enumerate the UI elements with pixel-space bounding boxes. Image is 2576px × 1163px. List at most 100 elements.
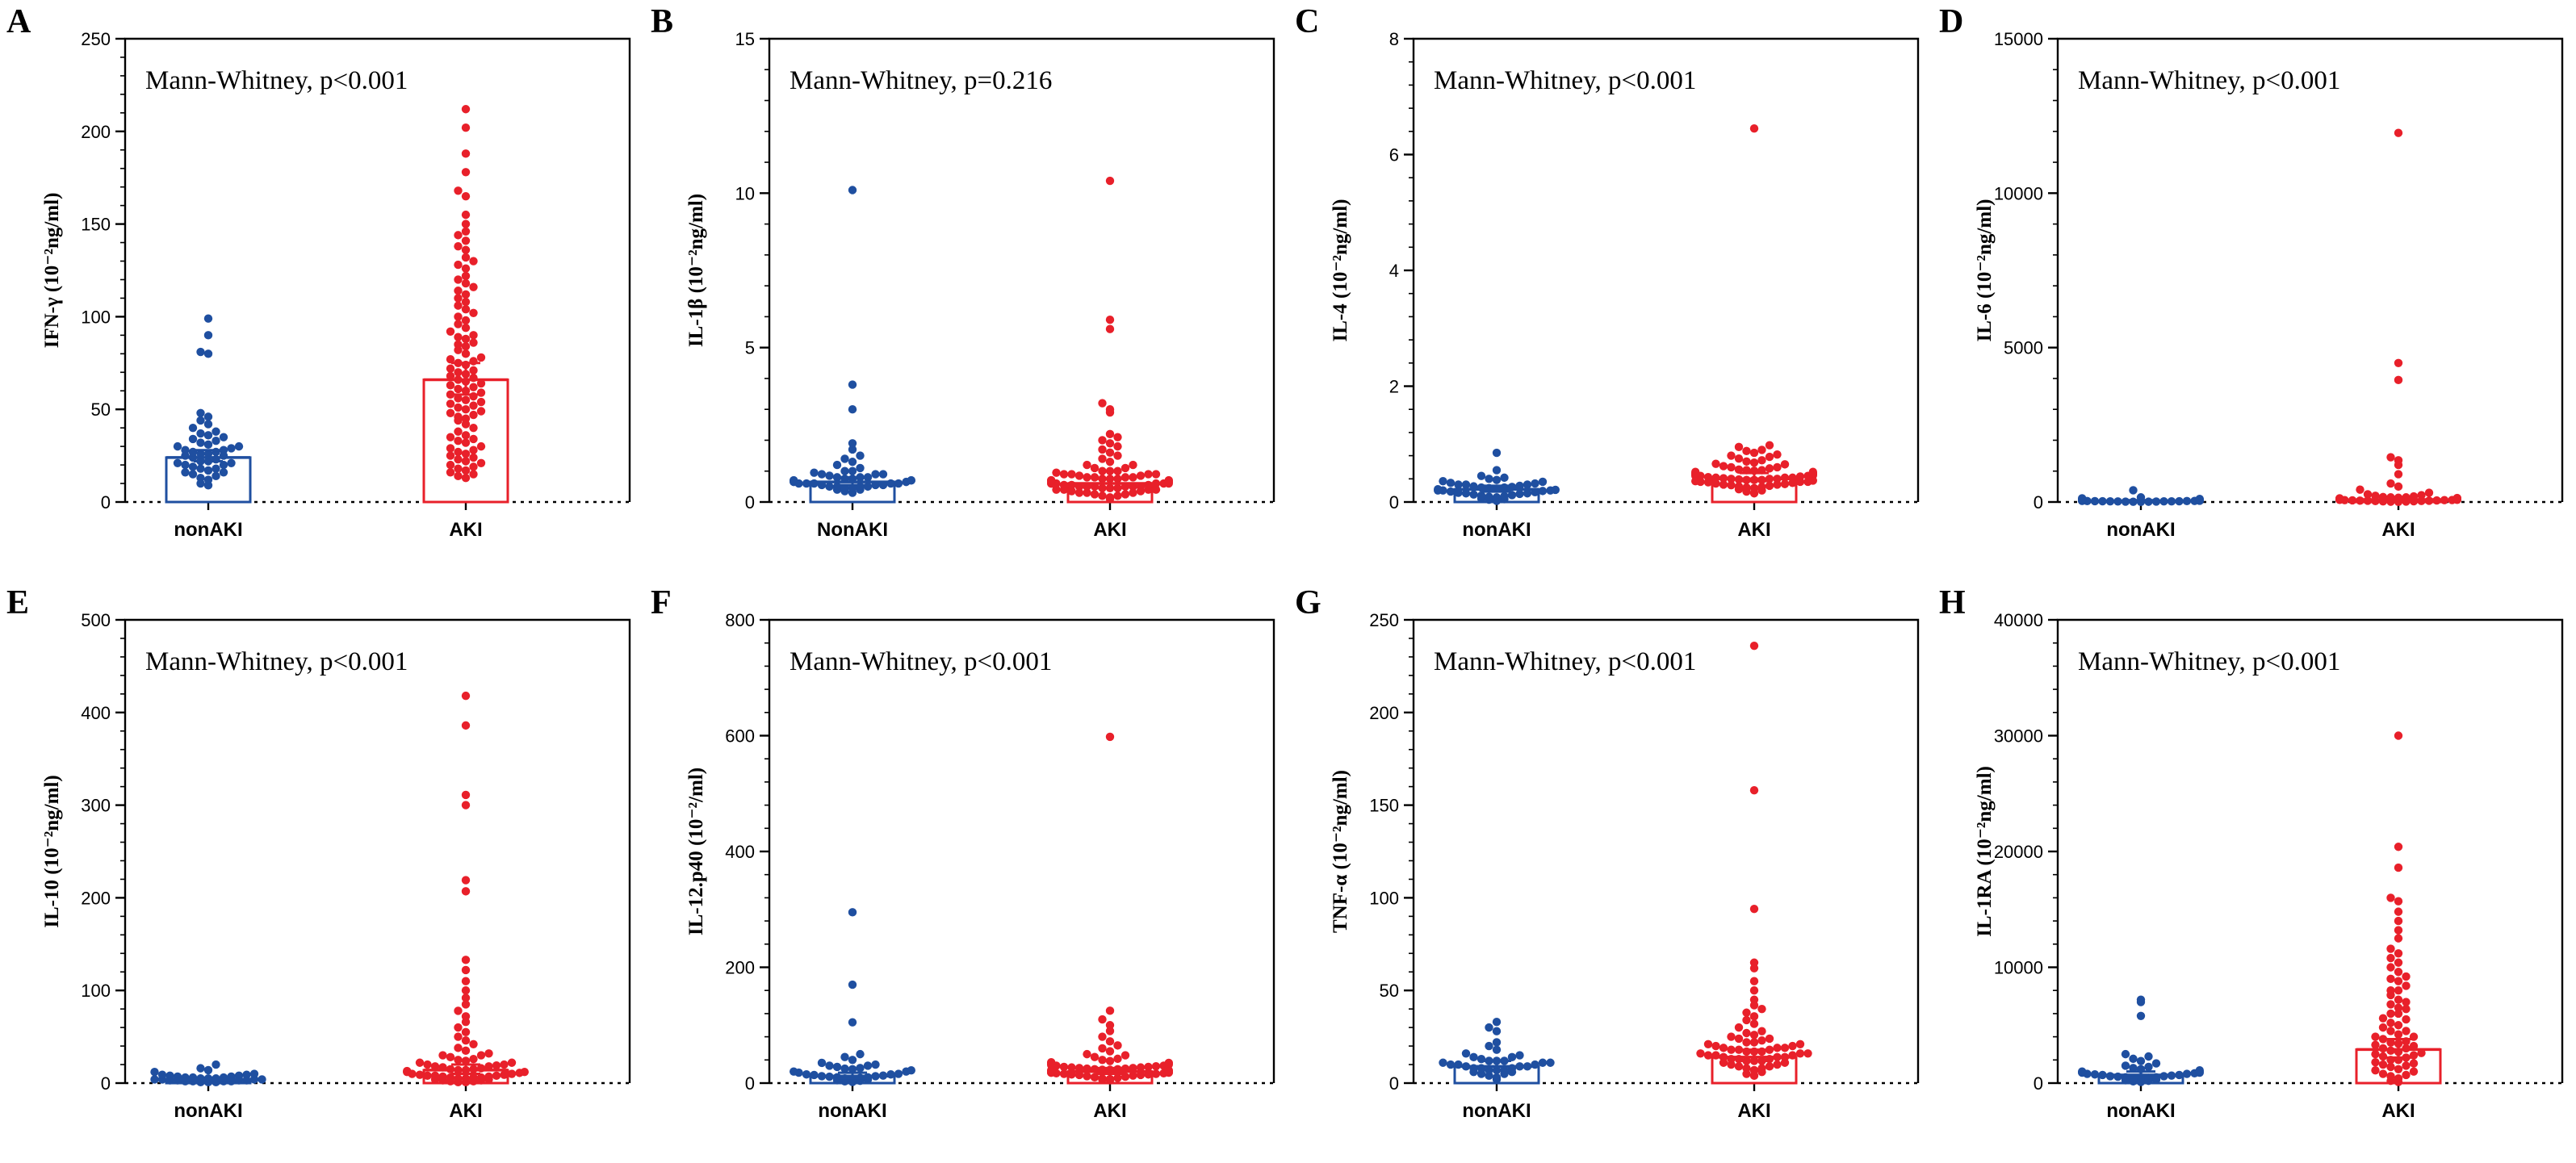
data-point: [1749, 1038, 1759, 1047]
data-point: [825, 1061, 834, 1070]
data-point: [1551, 485, 1560, 495]
data-point: [446, 460, 455, 470]
y-tick-label: 0: [745, 1073, 755, 1094]
x-category-label: AKI: [449, 519, 482, 541]
data-point: [1757, 483, 1766, 492]
data-point: [173, 441, 182, 451]
data-point: [2394, 482, 2403, 492]
data-point: [196, 347, 205, 357]
data-point: [461, 691, 471, 701]
data-point: [188, 423, 198, 433]
data-point: [461, 278, 471, 288]
data-point: [1476, 491, 1486, 500]
data-point: [1120, 463, 1130, 473]
data-point: [1059, 470, 1069, 479]
data-point: [1090, 1052, 1100, 1061]
data-point: [1500, 473, 1509, 483]
y-axis-label: IL-1β (10⁻²ng/ml): [685, 194, 707, 347]
y-axis-label: IL-10 (10⁻²ng/ml): [41, 775, 63, 927]
stat-annotation: Mann-Whitney, p<0.001: [790, 647, 1052, 676]
panel-letter: D: [1939, 3, 1963, 40]
data-point: [454, 447, 463, 457]
data-point: [817, 1058, 827, 1068]
data-point: [1742, 457, 1751, 466]
data-point: [469, 383, 478, 391]
data-point: [446, 408, 455, 417]
data-point: [454, 427, 463, 436]
y-tick-label: 20000: [1994, 842, 2043, 862]
data-point: [1083, 473, 1091, 482]
data-point: [461, 438, 471, 447]
data-point: [461, 123, 471, 132]
data-point: [1788, 1041, 1797, 1051]
y-tick-label: 200: [81, 122, 111, 142]
data-point: [2394, 1074, 2403, 1083]
data-point: [1492, 448, 1502, 458]
data-point: [476, 353, 486, 362]
data-point: [219, 460, 228, 470]
chart-svg: H 0 10000 20000 30000 40000 IL-1RA (10⁻²ng/ml)…: [1939, 584, 2564, 1122]
data-point: [1719, 1044, 1728, 1052]
data-point: [1105, 466, 1115, 475]
data-point: [802, 1070, 811, 1079]
data-point: [446, 1052, 455, 1062]
data-point: [1757, 1035, 1766, 1045]
data-point: [840, 454, 849, 463]
data-point: [469, 401, 478, 410]
data-point: [1485, 1041, 1493, 1051]
data-point: [1113, 451, 1122, 460]
data-point: [1059, 1062, 1069, 1072]
data-point: [1808, 467, 1817, 476]
data-point: [249, 1069, 259, 1078]
data-point: [2144, 1062, 2153, 1072]
data-point: [1446, 1060, 1456, 1069]
data-point: [1538, 1058, 1548, 1067]
data-point: [2394, 470, 2403, 479]
x-category-label: NonAKI: [817, 519, 888, 541]
x-category-label: AKI: [449, 1100, 482, 1122]
data-point: [461, 210, 471, 220]
data-point: [1773, 450, 1782, 459]
data-point: [1765, 1034, 1774, 1044]
x-category-label: nonAKI: [2106, 1100, 2175, 1122]
data-point: [1749, 641, 1759, 651]
panel-e: E 0 100 200 300 400 500 IL-10 (10⁻²ng/ml) Mann-W…: [0, 581, 644, 1162]
data-point: [454, 320, 463, 328]
data-point: [461, 191, 471, 201]
data-point: [1105, 458, 1115, 466]
data-point: [454, 231, 463, 240]
data-point: [454, 1056, 463, 1065]
data-point: [212, 464, 220, 473]
x-category-label: AKI: [2381, 1100, 2415, 1122]
data-point: [454, 1044, 463, 1052]
data-point: [1098, 492, 1107, 500]
data-point: [1742, 1038, 1751, 1047]
data-point: [2371, 492, 2380, 500]
data-point: [500, 1070, 509, 1079]
data-point: [2129, 1054, 2138, 1064]
y-tick-label: 40000: [1994, 610, 2043, 630]
data-point: [1067, 470, 1076, 479]
stat-annotation: Mann-Whitney, p=0.216: [790, 66, 1052, 95]
panel-letter: C: [1295, 3, 1319, 40]
data-point: [203, 475, 213, 484]
y-axis-label: IL-6 (10⁻²ng/ml): [1974, 199, 1996, 342]
data-point: [1098, 466, 1107, 475]
stat-annotation: Mann-Whitney, p<0.001: [2078, 647, 2340, 676]
data-point: [1098, 1032, 1107, 1041]
data-point: [484, 1049, 493, 1058]
data-point: [461, 316, 471, 325]
data-point: [1703, 1051, 1713, 1060]
data-point: [856, 1049, 865, 1059]
data-point: [454, 368, 463, 377]
y-tick-label: 400: [725, 842, 755, 862]
data-point: [469, 308, 478, 318]
data-point: [1090, 1073, 1100, 1082]
data-point: [469, 423, 478, 433]
data-point: [1492, 493, 1502, 502]
data-point: [2402, 1027, 2411, 1035]
data-point: [461, 1046, 471, 1056]
data-point: [157, 1070, 167, 1079]
data-point: [203, 431, 213, 440]
data-point: [1780, 1044, 1790, 1052]
